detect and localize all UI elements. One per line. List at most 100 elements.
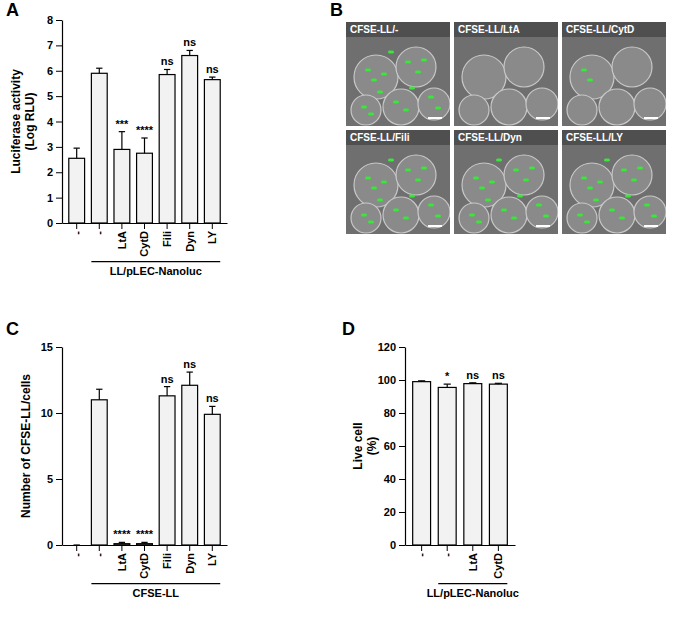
- cell-outline: [396, 155, 436, 195]
- green-signal: [593, 199, 599, 202]
- error-cap: [96, 68, 102, 69]
- bar: [114, 149, 130, 223]
- image-content: [562, 130, 666, 234]
- error-bar: [121, 132, 122, 150]
- x-tick-mark: [144, 223, 145, 229]
- error-bar: [167, 387, 168, 396]
- y-tick: 0: [390, 539, 405, 551]
- y-tick: 100: [378, 374, 405, 386]
- x-tick-mark: [167, 545, 168, 551]
- bar: [413, 382, 431, 545]
- green-signal: [597, 181, 603, 184]
- error-cap: [119, 131, 125, 132]
- bar: [114, 544, 130, 545]
- image-label: CFSE-LL/LtA: [458, 24, 520, 35]
- green-signal: [405, 169, 411, 172]
- y-tick-label: 7: [47, 39, 53, 51]
- x-tick: -: [93, 545, 105, 557]
- green-signal: [377, 199, 383, 202]
- y-tick: 0: [47, 217, 62, 229]
- x-tick-mark: [76, 545, 77, 551]
- label-band: [454, 130, 558, 145]
- y-tick: 80: [384, 407, 405, 419]
- y-tick-label: 10: [41, 407, 53, 419]
- y-tick-label: 40: [384, 473, 396, 485]
- x-tick-label: CytD: [138, 553, 150, 579]
- green-signal: [587, 187, 593, 190]
- image-label: CFSE-LL/-: [350, 24, 398, 35]
- error-bar: [99, 389, 100, 400]
- x-tick: LY: [206, 545, 218, 566]
- image-content: [346, 130, 450, 234]
- image-background: [346, 22, 450, 126]
- y-tick-mark: [399, 380, 405, 381]
- green-signal: [361, 106, 367, 109]
- bar: [137, 544, 153, 545]
- green-signal: [428, 204, 434, 207]
- group-bracket: [91, 583, 220, 584]
- significance: *: [445, 370, 450, 382]
- green-signal: [581, 177, 587, 180]
- y-tick: 15: [41, 341, 62, 353]
- x-tick-label: LtA: [116, 553, 128, 571]
- error-bar: [189, 50, 190, 55]
- x-tick-label: CytD: [138, 231, 150, 257]
- x-tick-label: LY: [206, 230, 218, 244]
- y-tick: 60: [384, 440, 405, 452]
- image-background: [346, 130, 450, 234]
- x-tick-mark: [121, 223, 122, 229]
- error-cap: [119, 542, 125, 543]
- x-tick-mark: [121, 545, 122, 551]
- x-tick-mark: [167, 223, 168, 229]
- green-signal: [409, 195, 415, 198]
- y-tick-label: 4: [47, 116, 54, 128]
- green-signal: [469, 214, 475, 217]
- y-tick-label: 0: [390, 539, 396, 551]
- x-tick-mark: [447, 545, 448, 551]
- x-tick: CytD: [138, 545, 150, 579]
- figure: A012345678--LtACytDFiliDynLYLL/pLEC-Nano…: [0, 0, 673, 618]
- x-tick: CytD: [138, 223, 150, 257]
- image-content: [454, 130, 558, 234]
- image-content: [454, 22, 558, 126]
- y-tick-mark: [56, 71, 62, 72]
- y-tick-label: 80: [384, 407, 396, 419]
- x-tick-mark: [99, 545, 100, 551]
- green-signal: [415, 179, 421, 182]
- x-axis: --LtACytDFiliDynLY: [63, 223, 228, 257]
- bar: [464, 384, 482, 545]
- error-bar: [99, 68, 100, 73]
- y-tick-mark: [56, 45, 62, 46]
- image-tile: CFSE-LL/Fili: [346, 130, 450, 234]
- error-cap: [187, 50, 193, 51]
- image-label: CFSE-LL/Dyn: [458, 132, 522, 143]
- error-bar: [167, 69, 168, 74]
- y-tick-mark: [399, 545, 405, 546]
- error-cap: [495, 383, 502, 384]
- bar: [137, 153, 153, 223]
- panel-letter: A: [6, 0, 19, 20]
- error-cap: [444, 384, 451, 385]
- panel-letter: C: [6, 319, 19, 339]
- y-tick-label: 5: [47, 90, 53, 102]
- green-signal: [381, 73, 387, 76]
- green-signal: [587, 79, 593, 82]
- cell-outline: [351, 95, 381, 125]
- y-tick-mark: [56, 122, 62, 123]
- green-signal: [421, 167, 427, 170]
- green-signal: [479, 187, 485, 190]
- panel-2: D020406080100120--LtACytDLL/pLEC-Nanoluc…: [342, 319, 519, 599]
- green-signal: [377, 91, 383, 94]
- significance: ****: [136, 124, 154, 136]
- error-cap: [74, 148, 80, 149]
- y-tick: 8: [47, 14, 62, 26]
- green-signal: [637, 167, 643, 170]
- cell-outline: [504, 155, 544, 195]
- green-signal: [435, 215, 441, 218]
- green-signal: [631, 179, 637, 182]
- green-signal: [381, 181, 387, 184]
- cell-outline: [612, 47, 652, 87]
- y-tick-label: 6: [47, 65, 53, 77]
- significance: ****: [113, 528, 131, 540]
- y-tick: 10: [41, 407, 62, 419]
